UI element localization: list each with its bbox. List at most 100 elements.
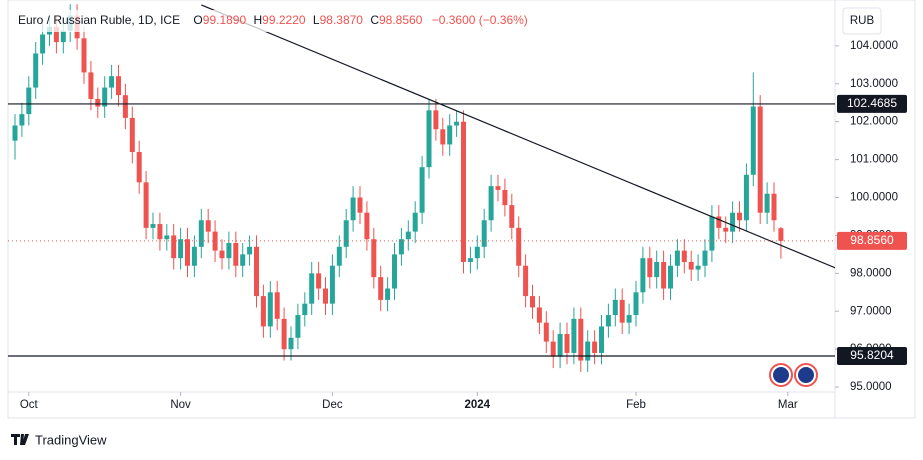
candle-body [723, 227, 729, 232]
candle-body [116, 76, 121, 96]
candle-body [226, 243, 232, 259]
candle-body [385, 288, 391, 300]
candle-body [647, 258, 653, 278]
ohlc-value: 98.3870 [320, 13, 364, 27]
y-tick-label: 95.0000 [850, 381, 892, 393]
candle-body [737, 212, 742, 221]
candle-body [157, 224, 163, 240]
candle-body [509, 205, 515, 228]
level-label: 95.8204 [850, 348, 894, 362]
level-label: 102.4685 [847, 96, 897, 110]
candle-body [640, 258, 646, 293]
candle-body [260, 296, 266, 327]
candle-body [254, 246, 259, 297]
candle-body [102, 87, 108, 107]
candle-body [523, 265, 529, 297]
candle-body [730, 212, 736, 232]
y-tick-label: 102.0000 [850, 116, 898, 128]
x-tick-label: Nov [170, 399, 191, 411]
y-tick-label: 103.0000 [850, 78, 898, 90]
x-tick-label: Mar [778, 399, 798, 411]
ohlc-value: 98.8560 [379, 13, 423, 27]
candle-body [26, 87, 32, 115]
ohlc-key: L [313, 13, 320, 27]
candle-body [412, 212, 418, 232]
candle-body [233, 243, 239, 266]
candle-body [40, 34, 46, 54]
candle-body [488, 186, 494, 221]
candle-body [433, 110, 439, 130]
candle-body [143, 182, 149, 228]
candle-body [716, 216, 722, 228]
candle-body [247, 246, 253, 255]
candle-body [674, 250, 680, 266]
candle-body [543, 322, 549, 342]
candle-body [364, 212, 370, 240]
eu-flag [773, 367, 789, 383]
candle-body [571, 318, 577, 353]
candle-body [550, 341, 556, 357]
candle-body [585, 341, 591, 361]
candle-body [212, 231, 218, 251]
candle-body [240, 254, 246, 266]
last-price-box [837, 231, 907, 250]
candle-body [481, 220, 487, 247]
event-icons[interactable] [769, 363, 818, 387]
candle-body [578, 318, 584, 361]
candle-body [502, 189, 508, 206]
candle-body [661, 261, 667, 289]
candle-body [426, 110, 432, 168]
candle-body [447, 125, 453, 145]
brand[interactable]: TradingView [11, 432, 107, 447]
candle-body [633, 292, 639, 316]
candle-body [122, 95, 128, 118]
candle-body [398, 239, 404, 255]
candle-body [681, 250, 687, 262]
candle-body [343, 220, 349, 247]
candle-body [171, 235, 177, 259]
candle-body [288, 337, 294, 350]
candle-body [419, 167, 425, 213]
candle-body [60, 30, 66, 43]
y-tick-label: 97.0000 [850, 305, 892, 317]
candle-body [81, 38, 87, 73]
candle-body [495, 186, 501, 190]
candle-body [88, 72, 94, 99]
candle-body [612, 299, 618, 316]
candle-body [95, 98, 101, 107]
y-tick-label: 98.0000 [850, 267, 892, 279]
candle-body [357, 197, 363, 213]
candle-body [743, 174, 749, 221]
candle-body [33, 53, 39, 88]
candle-body [668, 265, 673, 289]
candle-body [191, 246, 197, 266]
level-label-box [837, 346, 907, 365]
ohlc-value: 99.2220 [262, 13, 306, 27]
legend-background [14, 10, 554, 32]
candle-body [309, 273, 315, 304]
x-tick-label: Feb [626, 399, 646, 411]
candle-body [129, 117, 135, 153]
candle-body [557, 333, 563, 357]
candle-body [688, 261, 694, 270]
candle-body [164, 235, 170, 240]
candle-body [109, 76, 115, 88]
currency-box[interactable] [842, 7, 882, 35]
candle-body [371, 239, 377, 278]
candle-body [12, 125, 18, 141]
candle-body [19, 114, 25, 126]
chart-frame [7, 0, 916, 419]
x-tick-label: 2024 [465, 399, 491, 411]
currency-label[interactable]: RUB [850, 15, 875, 27]
ohlc-key: O [193, 13, 202, 27]
change: −0.3600 (−0.36%) [432, 13, 528, 27]
candle-body [178, 239, 184, 259]
candle-body [592, 341, 598, 353]
candle-body [771, 193, 777, 221]
candle-body [350, 197, 356, 221]
y-tick-label: 104.0000 [850, 40, 898, 52]
candle-body [336, 246, 342, 266]
legend-text: Euro / Russian Ruble, 1D, ICE O99.1890 H… [18, 13, 528, 27]
y-tick-label: 100.0000 [850, 192, 898, 204]
candle-body [392, 254, 397, 289]
